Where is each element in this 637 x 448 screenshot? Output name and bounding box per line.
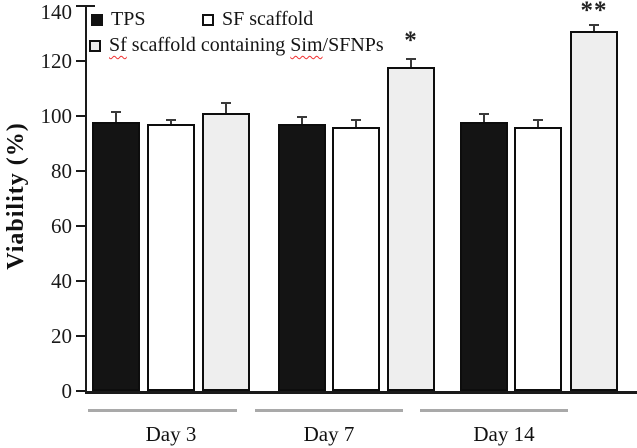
bar-sf-scaffold-containing-sim-sfnps-day-7 bbox=[387, 66, 435, 391]
y-tick-80 bbox=[76, 170, 85, 172]
group-underline-day-14 bbox=[420, 409, 568, 412]
legend-item-tps: TPS bbox=[91, 8, 145, 31]
legend-swatch-sf-scaffold-icon bbox=[202, 13, 214, 26]
error-bar-sf-scaffold-containing-sim-sfnps-day-7 bbox=[410, 58, 412, 67]
y-tick-label-40: 40 bbox=[51, 269, 72, 293]
y-tick-label-20: 20 bbox=[51, 324, 72, 348]
legend-label-sf-scaffold-containing-sim-sfnps: Sf scaffold containing Sim/SFNPs bbox=[109, 34, 384, 56]
y-tick-140 bbox=[76, 5, 85, 7]
misspelled-word: Sf bbox=[109, 34, 127, 56]
error-bar-tps-day-7 bbox=[301, 116, 303, 125]
y-tick-60 bbox=[76, 225, 85, 227]
bar-sf-scaffold-day-3 bbox=[147, 124, 195, 391]
y-tick-label-60: 60 bbox=[51, 214, 72, 238]
significance-star-day-7: * bbox=[404, 27, 418, 55]
error-cap-tps-day-3 bbox=[111, 110, 121, 113]
group-underline-day-3 bbox=[88, 409, 237, 412]
bar-sf-scaffold-day-14 bbox=[514, 127, 562, 391]
y-tick-label-100: 100 bbox=[40, 104, 73, 128]
error-bar-sf-scaffold-containing-sim-sfnps-day-3 bbox=[225, 102, 227, 114]
bar-sf-scaffold-containing-sim-sfnps-day-14 bbox=[570, 30, 618, 391]
error-bar-sf-scaffold-day-7 bbox=[355, 118, 357, 127]
x-label-day-7: Day 7 bbox=[303, 422, 355, 446]
y-tick-100 bbox=[76, 115, 85, 117]
error-bar-sf-scaffold-day-14 bbox=[537, 118, 539, 127]
legend-swatch-tps-icon bbox=[91, 13, 103, 26]
error-cap-sf-scaffold-day-14 bbox=[533, 118, 543, 121]
x-axis-line bbox=[85, 391, 637, 394]
legend-label-sf-scaffold: SF scaffold bbox=[222, 8, 314, 30]
y-tick-label-0: 0 bbox=[61, 379, 73, 403]
x-label-day-3: Day 3 bbox=[145, 422, 197, 446]
error-cap-sf-scaffold-day-7 bbox=[351, 118, 361, 121]
legend-item-sf-scaffold: SF scaffold bbox=[202, 8, 313, 31]
legend-label-tps: TPS bbox=[111, 8, 146, 30]
error-cap-sf-scaffold-day-3 bbox=[166, 118, 176, 121]
bar-sf-scaffold-day-7 bbox=[332, 127, 380, 391]
y-axis-line bbox=[85, 5, 87, 393]
bar-tps-day-14 bbox=[460, 121, 508, 391]
y-tick-label-120: 120 bbox=[40, 49, 73, 73]
y-tick-label-140: 140 bbox=[40, 0, 73, 24]
error-bar-sf-scaffold-day-3 bbox=[170, 118, 172, 125]
error-bar-sf-scaffold-containing-sim-sfnps-day-14 bbox=[593, 23, 595, 31]
error-cap-sf-scaffold-containing-sim-sfnps-day-3 bbox=[221, 102, 231, 105]
bar-tps-day-7 bbox=[278, 124, 326, 391]
error-cap-tps-day-7 bbox=[297, 116, 307, 118]
y-tick-label-80: 80 bbox=[51, 159, 72, 183]
bar-sf-scaffold-containing-sim-sfnps-day-3 bbox=[202, 113, 250, 391]
legend-swatch-sf-scaffold-containing-sim-sfnps-icon bbox=[89, 39, 101, 52]
group-underline-day-7 bbox=[255, 409, 403, 412]
y-tick-0 bbox=[76, 390, 85, 392]
legend-item-sf-scaffold-containing-sim-sfnps: Sf scaffold containing Sim/SFNPs bbox=[89, 34, 384, 57]
y-tick-120 bbox=[76, 60, 85, 62]
error-cap-sf-scaffold-containing-sim-sfnps-day-7 bbox=[406, 58, 416, 61]
misspelled-word: Sim bbox=[290, 34, 323, 56]
y-axis-top-tick bbox=[85, 5, 95, 7]
error-cap-sf-scaffold-containing-sim-sfnps-day-14 bbox=[589, 23, 599, 26]
error-cap-tps-day-14 bbox=[479, 113, 489, 116]
error-bar-tps-day-3 bbox=[115, 110, 117, 122]
error-bar-tps-day-14 bbox=[483, 113, 485, 122]
y-tick-20 bbox=[76, 335, 85, 337]
y-tick-40 bbox=[76, 280, 85, 282]
x-label-day-14: Day 14 bbox=[473, 422, 535, 446]
bar-tps-day-3 bbox=[92, 121, 140, 391]
significance-star-day-14: ** bbox=[580, 0, 608, 24]
